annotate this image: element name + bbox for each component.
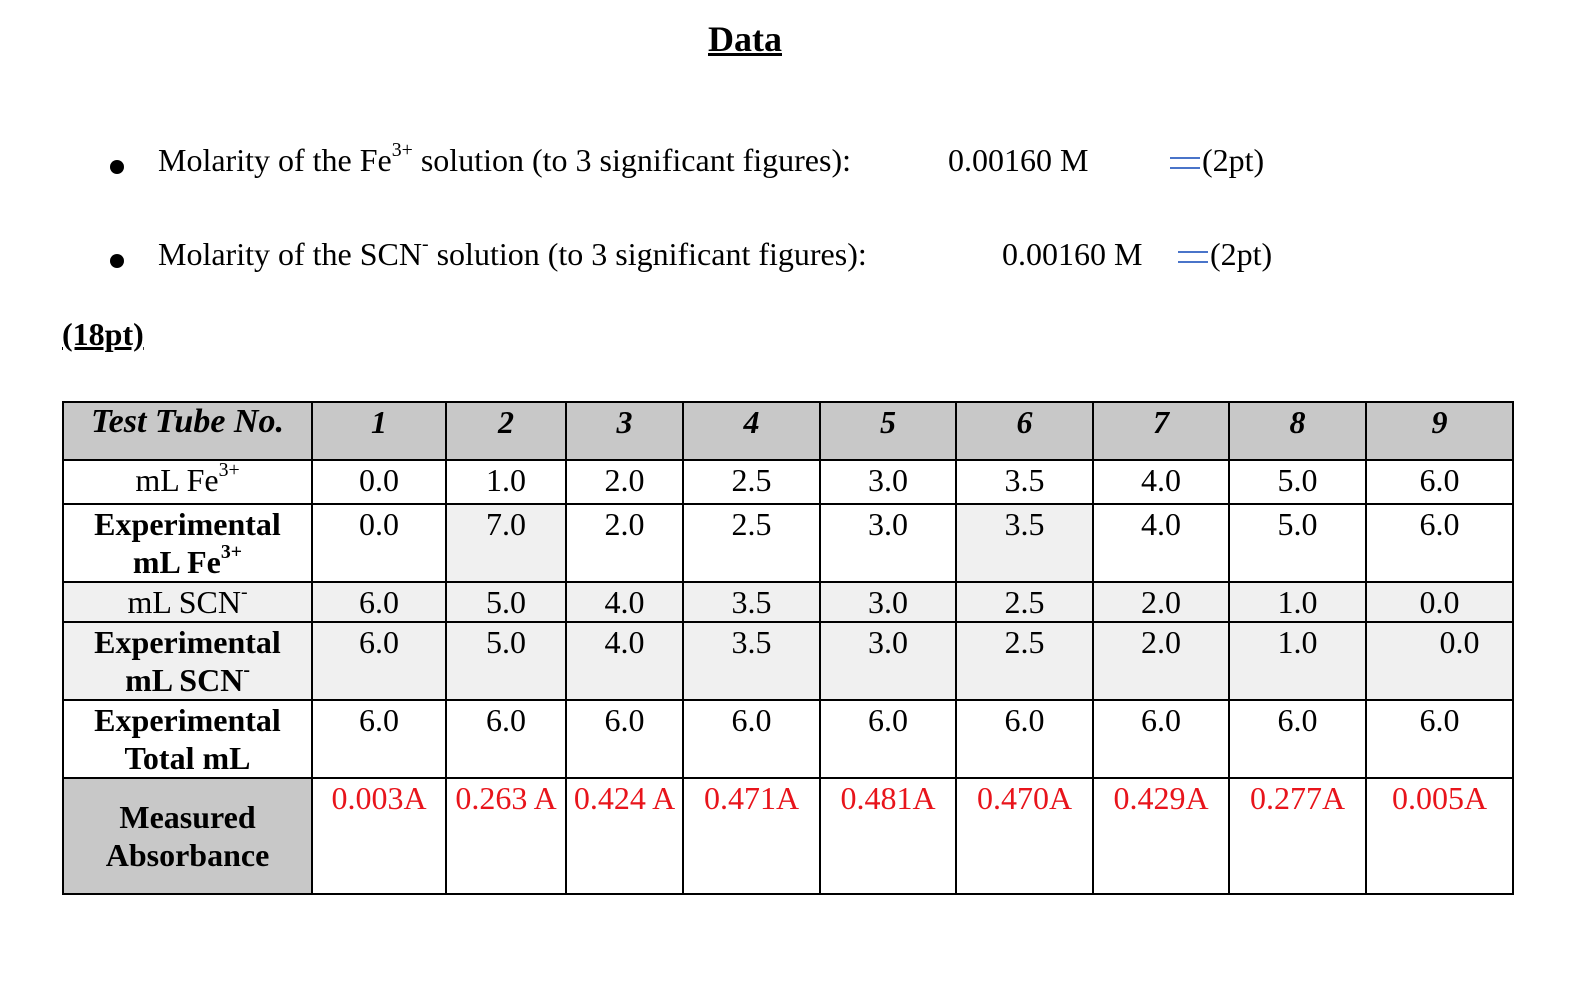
- page-title: Data: [708, 19, 782, 59]
- header-label: Test Tube No.: [62, 401, 313, 461]
- table-cell: 3.0: [819, 459, 957, 505]
- table-cell: 3.5: [682, 581, 821, 623]
- table-cell: 6.0: [955, 699, 1094, 779]
- table-cell: 2.0: [1092, 581, 1230, 623]
- bullet-icon: [110, 254, 124, 268]
- tube-number: 6: [955, 401, 1094, 461]
- tube-number: 9: [1365, 401, 1514, 461]
- section-points: (18pt): [62, 316, 144, 352]
- fe-molarity-value: 0.00160 M: [948, 142, 1089, 178]
- row-label: Experimental mL Fe3+: [62, 503, 313, 583]
- table-cell: 6.0: [1365, 503, 1514, 583]
- scn-molarity-row: Molarity of the SCN- solution (to 3 sign…: [0, 233, 1584, 286]
- absorbance-cell: 0.424 A: [565, 777, 684, 895]
- row-label: Experimental Total mL: [62, 699, 313, 779]
- table-row: mL SCN- 6.0 5.0 4.0 3.5 3.0 2.5 2.0 1.0 …: [62, 581, 1514, 623]
- table-cell: 2.0: [565, 459, 684, 505]
- table-cell: 0.0: [311, 459, 447, 505]
- table-cell: 0.0: [1365, 621, 1514, 701]
- fe-molarity-points: (2pt): [1170, 142, 1264, 179]
- table-cell: 3.5: [682, 621, 821, 701]
- fe-molarity-row: Molarity of the Fe3+ solution (to 3 sign…: [0, 139, 1584, 192]
- table-cell: 3.5: [955, 503, 1094, 583]
- table-cell: 5.0: [1228, 459, 1367, 505]
- table-cell: 4.0: [1092, 459, 1230, 505]
- tube-number: 8: [1228, 401, 1367, 461]
- table-cell: 3.0: [819, 503, 957, 583]
- row-label: mL SCN-: [62, 581, 313, 623]
- table-row: Experimental mL Fe3+ 0.0 7.0 2.0 2.5 3.0 …: [62, 503, 1514, 583]
- table-cell: 6.0: [1365, 459, 1514, 505]
- scn-molarity-label: Molarity of the SCN- solution (to 3 sign…: [158, 233, 867, 272]
- bullet-icon: [110, 160, 124, 174]
- table-cell: 7.0: [445, 503, 567, 583]
- tube-number: 5: [819, 401, 957, 461]
- table-cell: 3.0: [819, 581, 957, 623]
- tube-number: 7: [1092, 401, 1230, 461]
- table-cell: 3.5: [955, 459, 1094, 505]
- data-table: Test Tube No. 1 2 3 4 5 6 7 8 9 mL Fe3+ …: [62, 401, 1514, 895]
- table-cell: 0.0: [1365, 581, 1514, 623]
- table-cell: 0.0: [311, 503, 447, 583]
- table-cell: 6.0: [311, 581, 447, 623]
- row-label: mL Fe3+: [62, 459, 313, 505]
- scn-molarity-points: (2pt): [1178, 236, 1272, 273]
- table-cell: 1.0: [1228, 621, 1367, 701]
- table-row: Experimental Total mL 6.0 6.0 6.0 6.0 6.0…: [62, 699, 1514, 779]
- table-cell: 6.0: [311, 621, 447, 701]
- table-cell: 2.0: [1092, 621, 1230, 701]
- table-cell: 6.0: [311, 699, 447, 779]
- absorbance-cell: 0.277A: [1228, 777, 1367, 895]
- table-row: Experimental mL SCN- 6.0 5.0 4.0 3.5 3.0 …: [62, 621, 1514, 701]
- table-row: Measured Absorbance 0.003A 0.263 A 0.424 …: [62, 777, 1514, 895]
- table-cell: 6.0: [1365, 699, 1514, 779]
- table-cell: 2.0: [565, 503, 684, 583]
- table-cell: 2.5: [955, 581, 1094, 623]
- absorbance-cell: 0.429A: [1092, 777, 1230, 895]
- table-cell: 6.0: [682, 699, 821, 779]
- table-cell: 2.5: [682, 503, 821, 583]
- table-cell: 6.0: [565, 699, 684, 779]
- table-cell: 5.0: [1228, 503, 1367, 583]
- absorbance-cell: 0.471A: [682, 777, 821, 895]
- scn-molarity-value: 0.00160 M: [1002, 236, 1143, 272]
- table-cell: 2.5: [682, 459, 821, 505]
- absorbance-cell: 0.470A: [955, 777, 1094, 895]
- row-label: Measured Absorbance: [62, 777, 313, 895]
- table-cell: 3.0: [819, 621, 957, 701]
- tube-number: 4: [682, 401, 821, 461]
- absorbance-cell: 0.003A: [311, 777, 447, 895]
- table-cell: 5.0: [445, 621, 567, 701]
- absorbance-cell: 0.481A: [819, 777, 957, 895]
- row-label: Experimental mL SCN-: [62, 621, 313, 701]
- table-cell: 1.0: [1228, 581, 1367, 623]
- table-cell: 6.0: [1228, 699, 1367, 779]
- tube-number: 3: [565, 401, 684, 461]
- absorbance-cell: 0.263 A: [445, 777, 567, 895]
- fe-molarity-label: Molarity of the Fe3+ solution (to 3 sign…: [158, 139, 851, 178]
- table-cell: 4.0: [565, 621, 684, 701]
- table-row: mL Fe3+ 0.0 1.0 2.0 2.5 3.0 3.5 4.0 5.0 …: [62, 459, 1514, 505]
- table-header-row: Test Tube No. 1 2 3 4 5 6 7 8 9: [62, 401, 1514, 461]
- table-cell: 1.0: [445, 459, 567, 505]
- tube-number: 2: [445, 401, 567, 461]
- tube-number: 1: [311, 401, 447, 461]
- table-cell: 2.5: [955, 621, 1094, 701]
- absorbance-cell: 0.005A: [1365, 777, 1514, 895]
- table-cell: 4.0: [1092, 503, 1230, 583]
- table-cell: 5.0: [445, 581, 567, 623]
- table-cell: 6.0: [445, 699, 567, 779]
- table-cell: 6.0: [819, 699, 957, 779]
- table-cell: 6.0: [1092, 699, 1230, 779]
- table-cell: 4.0: [565, 581, 684, 623]
